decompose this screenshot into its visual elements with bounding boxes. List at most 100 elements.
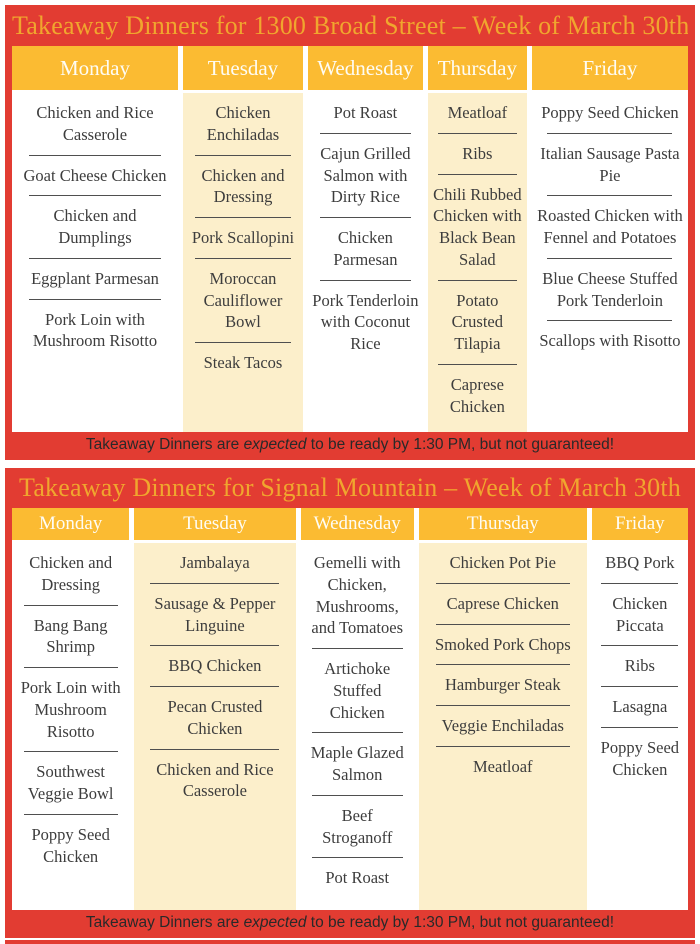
item-divider	[311, 794, 403, 796]
menu-item: Pork Loin with Mushroom Risotto	[32, 309, 158, 351]
item-divider	[435, 664, 570, 666]
item-divider	[437, 363, 517, 365]
menu-item: Hamburger Steak	[444, 675, 561, 695]
item-divider	[319, 217, 412, 219]
menu-item: Blue Cheese Stuffed Pork Tenderloin	[542, 268, 678, 310]
item-divider	[23, 667, 118, 669]
item-divider	[601, 686, 679, 688]
item-divider	[437, 279, 517, 281]
day-header-thursday: Thursday	[418, 508, 587, 540]
menu-grid-broad-street: Monday Chicken and Rice Casserole Goat Che…	[12, 46, 688, 432]
day-column-thursday: Thursday Chicken Pot Pie Caprese Chicken Sm…	[418, 508, 587, 910]
menu-item: Chicken and Dumplings	[53, 206, 137, 248]
menu-item: Maple Glazed Salmon	[310, 743, 404, 785]
menu-item: Poppy Seed Chicken	[31, 824, 110, 866]
item-divider	[435, 745, 570, 747]
menu-item: Veggie Enchiladas	[441, 716, 564, 736]
day-menu-list: Meatloaf Ribs Chili Rubbed Chicken with Bl…	[427, 93, 527, 432]
menu-item: Chicken and Rice Casserole	[156, 759, 274, 801]
menu-table-broad-street: Takeaway Dinners for 1300 Broad Street –…	[5, 5, 695, 460]
menu-table-signal-mountain: Takeaway Dinners for Signal Mountain – W…	[5, 468, 695, 938]
day-header-friday: Friday	[531, 46, 688, 90]
footer-text-emphasis: expected	[243, 914, 307, 931]
menu-title-signal-mountain: Takeaway Dinners for Signal Mountain – W…	[19, 473, 681, 502]
menu-item: BBQ Pork	[605, 553, 675, 572]
item-divider	[601, 582, 679, 584]
item-divider	[150, 582, 280, 584]
menu-item: Pot Roast	[325, 868, 390, 888]
item-divider	[601, 645, 679, 647]
menu-item: Chili Rubbed Chicken with Black Bean Sal…	[433, 184, 522, 269]
item-divider	[23, 604, 118, 606]
day-column-wednesday: Wednesday Pot Roast Cajun Grilled Salmon w…	[308, 46, 423, 432]
menu-item: Italian Sausage Pasta Pie	[540, 143, 680, 185]
menu-item: Moroccan Cauliflower Bowl	[203, 268, 283, 332]
item-divider	[437, 132, 517, 134]
item-divider	[437, 173, 517, 175]
item-divider	[150, 645, 280, 647]
day-header-monday: Monday	[12, 508, 130, 540]
menu-item: Eggplant Parmesan	[31, 268, 159, 288]
menu-item: Gemelli with Chicken, Mushrooms, and Tom…	[311, 553, 403, 638]
menu-item: Pork Scallopini	[191, 228, 295, 248]
menu-item: Meatloaf	[473, 756, 533, 776]
menu-item: Chicken Parmesan	[333, 228, 398, 269]
menu-item: Lasagna	[612, 697, 668, 717]
item-divider	[28, 154, 162, 156]
menu-item: Smoked Pork Chops	[434, 634, 571, 654]
menu-item: Jambalaya	[180, 553, 250, 572]
menu-item: Beef Stroganoff	[322, 805, 393, 847]
menu-item: Scallops with Risotto	[539, 331, 681, 351]
item-divider	[311, 648, 403, 650]
footer-text-emphasis: expected	[243, 436, 307, 453]
item-divider	[194, 217, 291, 219]
day-menu-list: Chicken and Rice Casserole Goat Cheese Ch…	[12, 93, 178, 432]
item-divider	[547, 195, 673, 197]
day-menu-list: Pot Roast Cajun Grilled Salmon with Dirty…	[308, 93, 423, 432]
menu-item: Ribs	[462, 143, 493, 163]
menu-item: Sausage & Pepper Linguine	[154, 593, 276, 635]
menu-item: Ribs	[624, 656, 655, 676]
day-menu-list: Chicken and Dressing Bang Bang Shrimp Pork…	[12, 543, 130, 910]
item-divider	[23, 751, 118, 753]
day-column-tuesday: Tuesday Jambalaya Sausage & Pepper Linguin…	[134, 508, 296, 910]
menu-footer-note: Takeaway Dinners are expected to be read…	[12, 432, 688, 460]
day-column-tuesday: Tuesday Chicken Enchiladas Chicken and Dre…	[182, 46, 304, 432]
item-divider	[150, 686, 280, 688]
day-header-tuesday: Tuesday	[182, 46, 304, 90]
menu-item: Caprese Chicken	[449, 374, 505, 416]
day-column-friday: Friday BBQ Pork Chicken Piccata Ribs Lasagna…	[591, 508, 688, 910]
next-table-edge	[5, 940, 695, 944]
footer-text-suffix: to be ready by 1:30 PM, but not guarante…	[306, 914, 615, 931]
menu-item: Chicken Enchiladas	[206, 103, 280, 144]
item-divider	[435, 623, 570, 625]
menu-item: Meatloaf	[447, 103, 508, 122]
menu-item: Poppy Seed Chicken	[541, 103, 679, 122]
day-column-friday: Friday Poppy Seed Chicken Italian Sausage …	[531, 46, 688, 432]
menu-item: Caprese Chicken	[446, 593, 559, 613]
menu-item: Roasted Chicken with Fennel and Potatoes	[537, 206, 683, 248]
menu-item: Steak Tacos	[203, 353, 283, 373]
menu-item: Pork Tenderloin with Coconut Rice	[312, 290, 419, 354]
menu-item: Chicken Pot Pie	[449, 553, 556, 572]
day-menu-list: Chicken Pot Pie Caprese Chicken Smoked Por…	[418, 543, 587, 910]
menu-item: BBQ Chicken	[168, 656, 262, 676]
menu-item: Pot Roast	[333, 103, 398, 122]
day-menu-list: Chicken Enchiladas Chicken and Dressing Po…	[182, 93, 304, 432]
item-divider	[601, 726, 679, 728]
item-divider	[194, 154, 291, 156]
menu-item: Pork Loin with Mushroom Risotto	[20, 678, 121, 741]
item-divider	[435, 705, 570, 707]
item-divider	[28, 195, 162, 197]
item-divider	[547, 132, 673, 134]
item-divider	[23, 813, 118, 815]
day-menu-list: Jambalaya Sausage & Pepper Linguine BBQ Ch…	[134, 543, 296, 910]
day-header-friday: Friday	[591, 508, 688, 540]
item-divider	[435, 582, 570, 584]
menu-item: Artichoke Stuffed Chicken	[324, 659, 391, 722]
menu-item: Southwest Veggie Bowl	[27, 762, 114, 804]
day-header-wednesday: Wednesday	[300, 508, 414, 540]
day-column-monday: Monday Chicken and Rice Casserole Goat Che…	[12, 46, 178, 432]
menu-item: Chicken and Dressing	[201, 165, 285, 207]
day-header-monday: Monday	[12, 46, 178, 90]
